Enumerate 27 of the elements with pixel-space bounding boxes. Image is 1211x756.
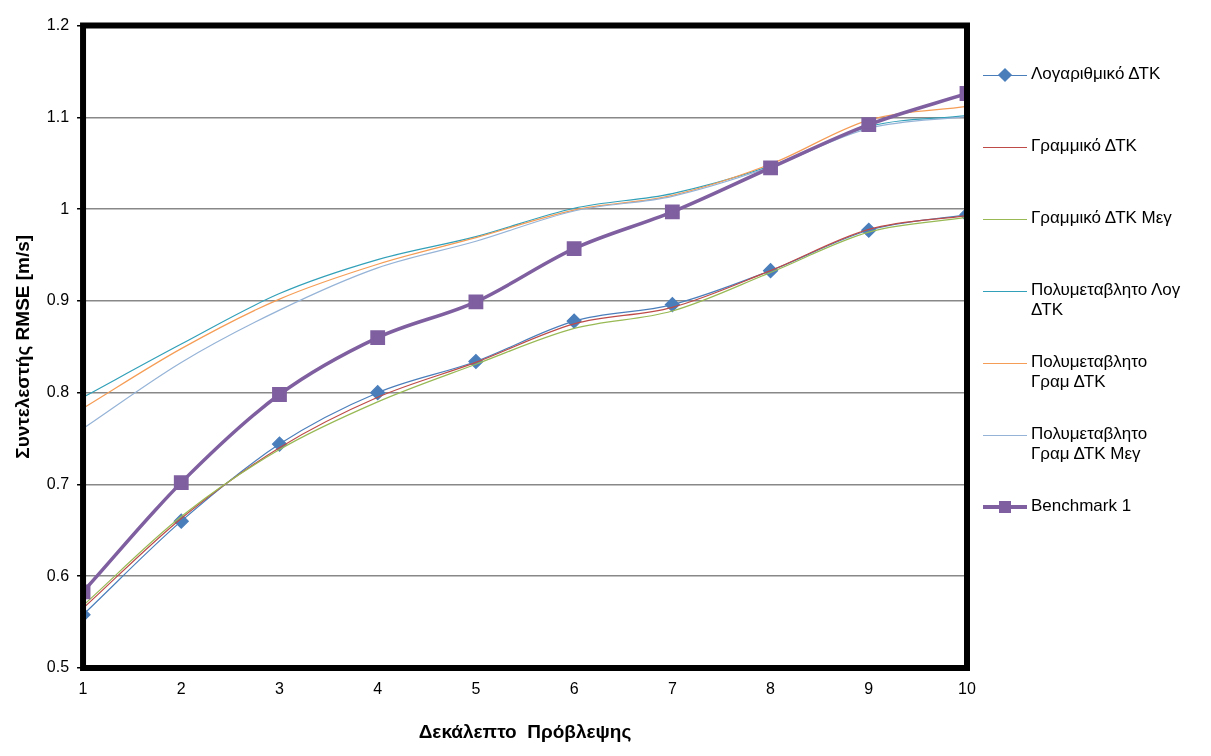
x-tick-label: 6 bbox=[569, 680, 579, 698]
legend-label: Πολυμεταβλητο Λογ ΔΤΚ bbox=[1031, 280, 1181, 320]
x-tick-label: 3 bbox=[275, 680, 285, 698]
y-tick-label: 1.2 bbox=[46, 16, 70, 34]
y-tick-label: 1 bbox=[60, 199, 70, 217]
y-axis-title: Συντελεστής RMSE [m/s] bbox=[11, 234, 33, 459]
legend-label: Πολυμεταβλητο Γραμ ΔΤΚ bbox=[1031, 352, 1149, 392]
x-tick-label: 4 bbox=[373, 680, 383, 698]
legend-label: Γραμμικό ΔΤΚ bbox=[1031, 136, 1138, 156]
legend-label: Γραμμικό ΔΤΚ Μεγ bbox=[1031, 208, 1173, 228]
y-tick-label: 1.1 bbox=[46, 107, 70, 125]
y-tick-label: 0.6 bbox=[46, 566, 70, 584]
y-tick-label: 0.9 bbox=[46, 291, 70, 309]
y-tick-label: 0.8 bbox=[46, 383, 70, 401]
x-tick-label: 7 bbox=[667, 680, 677, 698]
legend-label: Λογαριθμικό ΔΤΚ bbox=[1031, 64, 1162, 84]
x-tick-label: 8 bbox=[766, 680, 776, 698]
x-tick-label: 5 bbox=[471, 680, 481, 698]
x-tick-label: 9 bbox=[864, 680, 874, 698]
x-tick-label: 1 bbox=[78, 680, 88, 698]
y-tick-label: 0.5 bbox=[46, 658, 70, 676]
legend-label: Benchmark 1 bbox=[1031, 496, 1133, 516]
legend-label: Πολυμεταβλητο Γραμ ΔΤΚ Μεγ bbox=[1031, 424, 1149, 464]
x-tick-label: 10 bbox=[958, 680, 976, 698]
x-tick-label: 2 bbox=[176, 680, 186, 698]
y-tick-label: 0.7 bbox=[46, 474, 70, 492]
x-axis-title: Δεκάλεπτο Πρόβλεψης bbox=[418, 720, 632, 742]
